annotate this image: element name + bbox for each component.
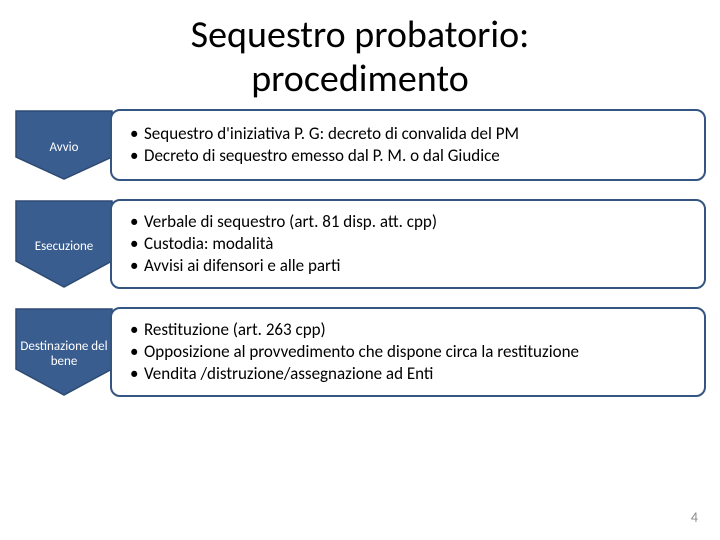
content-box: Verbale di sequestro (art. 81 disp. att.… [110, 199, 706, 289]
process-row: Esecuzione Verbale di sequestro (art. 81… [14, 199, 706, 289]
content-box: Sequestro d'iniziativa P. G: decreto di … [110, 109, 706, 181]
bullet-item: Restituzione (art. 263 cpp) [130, 319, 579, 341]
chevron-shape: Esecuzione [14, 199, 114, 289]
bullet-item: Vendita /distruzione/assegnazione ad Ent… [130, 363, 579, 385]
slide-title: Sequestro probatorio: procedimento [0, 0, 720, 109]
bullet-item: Avvisi ai difensori e alle parti [130, 255, 437, 277]
chevron-label: Destinazione del bene [14, 340, 114, 370]
process-row: Destinazione del bene Restituzione (art.… [14, 307, 706, 397]
chevron-shape: Destinazione del bene [14, 307, 114, 397]
process-rows: Avvio Sequestro d'iniziativa P. G: decre… [0, 109, 720, 397]
bullet-list: Sequestro d'iniziativa P. G: decreto di … [130, 123, 519, 167]
bullet-item: Verbale di sequestro (art. 81 disp. att.… [130, 211, 437, 233]
page-number: 4 [691, 509, 698, 526]
content-box: Restituzione (art. 263 cpp) Opposizione … [110, 307, 706, 397]
title-line-1: Sequestro probatorio: [191, 12, 530, 58]
chevron-label: Avvio [44, 141, 85, 156]
chevron-shape: Avvio [14, 109, 114, 181]
bullet-list: Verbale di sequestro (art. 81 disp. att.… [130, 211, 437, 277]
bullet-list: Restituzione (art. 263 cpp) Opposizione … [130, 319, 579, 385]
chevron-label: Esecuzione [29, 240, 100, 255]
process-row: Avvio Sequestro d'iniziativa P. G: decre… [14, 109, 706, 181]
bullet-item: Opposizione al provvedimento che dispone… [130, 341, 579, 363]
bullet-item: Custodia: modalità [130, 233, 437, 255]
bullet-item: Sequestro d'iniziativa P. G: decreto di … [130, 123, 519, 145]
title-line-2: procedimento [251, 56, 469, 102]
bullet-item: Decreto di sequestro emesso dal P. M. o … [130, 145, 519, 167]
